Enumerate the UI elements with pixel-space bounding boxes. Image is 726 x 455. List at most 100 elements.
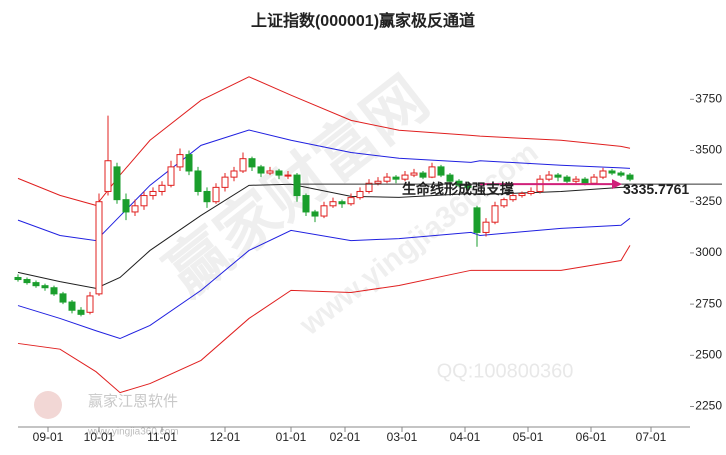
candle-body xyxy=(239,158,247,172)
candle-body xyxy=(464,184,472,188)
candle-body xyxy=(419,172,427,178)
candle-body xyxy=(392,176,400,180)
x-tick-label: 03-01 xyxy=(387,430,418,444)
candle-body xyxy=(32,282,40,287)
candle-body xyxy=(284,174,292,177)
candle-body xyxy=(113,166,121,201)
candle-body xyxy=(365,182,373,192)
watermark: QQ:100800360 xyxy=(437,360,574,382)
candle-body xyxy=(563,176,571,182)
x-tick-label: 09-01 xyxy=(33,430,64,444)
candle-body xyxy=(266,170,274,174)
candle-body xyxy=(554,174,562,178)
candle-body xyxy=(410,172,418,176)
candle-body xyxy=(428,166,436,178)
candle-body xyxy=(473,207,481,233)
y-tick-label: 3000 xyxy=(695,245,722,259)
candle-body xyxy=(383,176,391,182)
channel-line xyxy=(17,76,631,206)
candle-body xyxy=(185,154,193,172)
candle-body xyxy=(329,201,337,207)
x-tick-label: 07-01 xyxy=(636,430,667,444)
y-tick-label: 2500 xyxy=(695,347,722,361)
candle-body xyxy=(374,180,382,184)
candle-body xyxy=(491,205,499,223)
candle-body xyxy=(176,154,184,168)
candle-body xyxy=(572,178,580,182)
candle-body xyxy=(437,166,445,176)
candle-body xyxy=(347,197,355,205)
channel-line xyxy=(17,245,631,394)
candle-body xyxy=(77,309,85,315)
candle-body xyxy=(401,174,409,180)
candle-body xyxy=(95,201,103,295)
x-tick-label: 04-01 xyxy=(450,430,481,444)
candle-body xyxy=(608,170,616,174)
candle-body xyxy=(599,170,607,178)
candle-body xyxy=(257,166,265,174)
candle-body xyxy=(320,205,328,217)
candle-body xyxy=(50,287,58,295)
candle-body xyxy=(221,176,229,188)
x-tick-label: 11-01 xyxy=(147,430,177,444)
candle-body xyxy=(518,193,526,197)
x-tick-label: 06-01 xyxy=(576,430,607,444)
y-tick-label: 3500 xyxy=(695,143,722,157)
candle-body xyxy=(68,301,76,311)
candle-body xyxy=(338,201,346,205)
watermark: www.yingjia360.com xyxy=(87,427,179,438)
candle-body xyxy=(194,170,202,192)
support-value: 3335.7761 xyxy=(623,181,689,197)
candle-body xyxy=(275,170,283,176)
x-tick-label: 01-01 xyxy=(276,430,307,444)
candle-body xyxy=(140,195,148,207)
candle-body xyxy=(158,184,166,192)
candle-body xyxy=(527,190,535,195)
chart-title: 上证指数(000001)赢家极反通道 xyxy=(251,11,475,30)
candle-body xyxy=(617,172,625,176)
candle-body xyxy=(131,205,139,213)
candle-body xyxy=(446,174,454,182)
candle-body xyxy=(122,199,130,213)
candle-body xyxy=(500,199,508,207)
channel-line xyxy=(17,217,631,340)
candle-body xyxy=(536,178,544,192)
candle-body xyxy=(41,285,49,289)
candle-body xyxy=(545,174,553,180)
x-tick-label: 12-01 xyxy=(210,430,241,444)
support-label: 生命线形成强支撑 xyxy=(402,181,514,197)
x-tick-label: 02-01 xyxy=(330,430,361,444)
x-tick-label: 05-01 xyxy=(513,430,544,444)
candle-body xyxy=(356,190,364,199)
x-tick-label: 10-01 xyxy=(84,430,115,444)
candle-body xyxy=(581,178,589,184)
logo xyxy=(34,391,62,419)
candle-body xyxy=(203,190,211,203)
candle-body xyxy=(149,190,157,197)
candle-body xyxy=(302,195,310,213)
candle-body xyxy=(212,186,220,203)
candle-body xyxy=(248,158,256,168)
candle-body xyxy=(590,176,598,184)
candle-body xyxy=(23,279,31,284)
candle-body xyxy=(104,160,112,192)
arrow-head xyxy=(612,179,622,190)
candle-body xyxy=(482,221,490,233)
y-tick-label: 2750 xyxy=(695,296,722,310)
y-tick-label: 2250 xyxy=(695,399,722,413)
y-tick-label: 3750 xyxy=(695,91,722,105)
candle-body xyxy=(14,276,22,281)
candle-body xyxy=(59,293,67,303)
candle-body xyxy=(509,195,517,201)
y-tick-label: 3250 xyxy=(695,194,722,208)
candle-body xyxy=(311,211,319,217)
candle-body xyxy=(293,174,301,197)
watermark: 赢家江恩软件 xyxy=(88,393,178,410)
candle-body xyxy=(86,295,94,313)
candle-body xyxy=(626,174,634,180)
candle-body xyxy=(230,170,238,178)
candle-body xyxy=(167,166,175,186)
candle-body xyxy=(455,180,463,186)
channel-line xyxy=(17,129,631,242)
